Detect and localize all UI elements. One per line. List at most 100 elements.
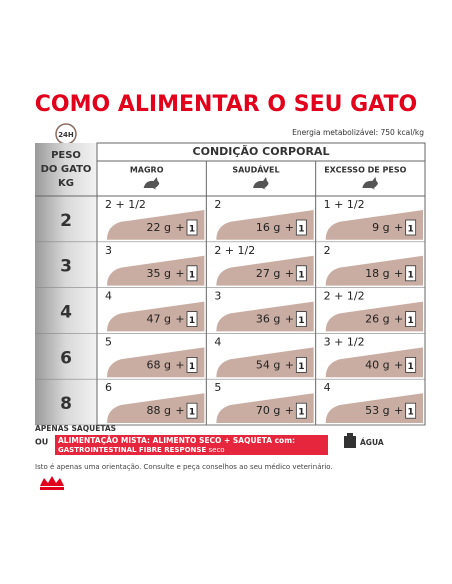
pouch-icon xyxy=(295,311,307,328)
badge: 24H xyxy=(58,131,74,139)
plus: + xyxy=(285,404,294,417)
weight: 2 xyxy=(60,211,72,231)
pouch-icon xyxy=(405,311,417,328)
weight-header: KG xyxy=(58,178,74,189)
plus: + xyxy=(285,358,294,371)
pouches: 3 xyxy=(214,290,221,303)
plus: + xyxy=(285,313,294,326)
cat-icon xyxy=(362,177,378,190)
cell-band xyxy=(216,210,314,240)
water-icon xyxy=(344,433,356,448)
pouch-count: 1 xyxy=(408,225,414,235)
pouch-icon xyxy=(295,219,307,236)
weight-column xyxy=(35,143,97,425)
weight: 3 xyxy=(60,257,72,277)
plus: + xyxy=(394,358,403,371)
logo xyxy=(40,476,64,490)
energy: Energia metabolizável: 750 kcal/kg xyxy=(292,128,424,137)
pouch-count: 1 xyxy=(298,362,304,372)
cell-band xyxy=(325,347,423,378)
dry-amount: 18 g xyxy=(365,267,389,280)
pouch-icon xyxy=(295,356,307,373)
pouch-count: 1 xyxy=(408,408,414,418)
plus: + xyxy=(175,267,184,280)
pouch-count: 1 xyxy=(189,270,195,280)
mixed-rest: seco xyxy=(208,446,224,454)
pouch-count: 1 xyxy=(408,270,414,280)
column-header: EXCESSO DE PESO xyxy=(324,166,406,175)
weight: 6 xyxy=(60,348,72,368)
pouch-icon xyxy=(405,219,417,236)
plus: + xyxy=(175,313,184,326)
pouches: 3 xyxy=(105,244,112,257)
weight-header: PESO xyxy=(51,150,81,161)
cat-icon xyxy=(143,177,160,190)
cell-band xyxy=(106,301,205,332)
pouch-count: 1 xyxy=(408,362,414,372)
pouches: 3 + 1/2 xyxy=(324,335,365,348)
mixed-line: GASTROINTESTINAL FIBRE RESPONSE seco xyxy=(58,446,225,454)
pouch-icon xyxy=(186,402,198,419)
water: ÁGUA xyxy=(360,438,384,447)
pouches: 5 xyxy=(214,381,221,394)
dry-amount: 27 g xyxy=(256,267,280,280)
pouch-icon xyxy=(186,356,198,373)
cell-band xyxy=(216,393,314,423)
pouch-count: 1 xyxy=(298,270,304,280)
weight: 8 xyxy=(60,394,72,414)
pouch-icon xyxy=(186,311,198,328)
pouch-count: 1 xyxy=(189,362,195,372)
cell-band xyxy=(216,301,314,332)
note: Isto é apenas uma orientação. Consulte e… xyxy=(35,463,333,471)
pouch-count: 1 xyxy=(189,408,195,418)
dry-amount: 47 g xyxy=(147,313,171,326)
cat-icon xyxy=(253,177,269,190)
pouch-count: 1 xyxy=(298,225,304,235)
pouches: 2 + 1/2 xyxy=(214,244,255,257)
pouches: 1 + 1/2 xyxy=(324,198,365,211)
dry-amount: 16 g xyxy=(256,221,280,234)
dry-amount: 22 g xyxy=(147,221,171,234)
pouch-icon xyxy=(405,265,417,282)
dry-amount: 9 g xyxy=(372,221,389,234)
weight-header: DO GATO xyxy=(41,164,92,175)
only-pouches: APENAS SAQUETAS xyxy=(35,424,116,433)
plus: + xyxy=(175,358,184,371)
plus: + xyxy=(394,221,403,234)
plus: + xyxy=(175,221,184,234)
pouch-count: 1 xyxy=(189,316,195,326)
mixed-line: ALIMENTAÇÃO MISTA: ALIMENTO SECO + SAQUE… xyxy=(58,436,295,445)
plus: + xyxy=(175,404,184,417)
mixed-bold: GASTROINTESTINAL FIBRE RESPONSE xyxy=(58,446,206,454)
pouches: 2 + 1/2 xyxy=(105,198,146,211)
pouch-count: 1 xyxy=(408,316,414,326)
dry-amount: 70 g xyxy=(256,404,280,417)
dry-amount: 88 g xyxy=(147,404,171,417)
cell-band xyxy=(325,255,423,286)
pouch-icon xyxy=(186,219,198,236)
pouch-icon xyxy=(295,402,307,419)
cell-band xyxy=(216,347,314,378)
dry-amount: 36 g xyxy=(256,313,280,326)
column-header: SAUDÁVEL xyxy=(232,164,279,175)
weight: 4 xyxy=(60,303,72,323)
dry-amount: 53 g xyxy=(365,404,389,417)
pouches: 4 xyxy=(324,381,331,394)
pouch-count: 1 xyxy=(189,225,195,235)
pouch-icon xyxy=(295,265,307,282)
pouch-count: 1 xyxy=(298,408,304,418)
plus: + xyxy=(394,267,403,280)
pouches: 4 xyxy=(105,290,112,303)
condition-header: CONDIÇÃO CORPORAL xyxy=(193,145,330,158)
pouch-icon xyxy=(405,402,417,419)
dry-amount: 54 g xyxy=(256,358,280,371)
cell-band xyxy=(325,393,423,423)
plus: + xyxy=(394,404,403,417)
cell-band xyxy=(106,347,205,378)
pouches: 6 xyxy=(105,381,112,394)
cell-band xyxy=(106,210,205,240)
pouches: 2 xyxy=(324,244,331,257)
pouch-count: 1 xyxy=(298,316,304,326)
